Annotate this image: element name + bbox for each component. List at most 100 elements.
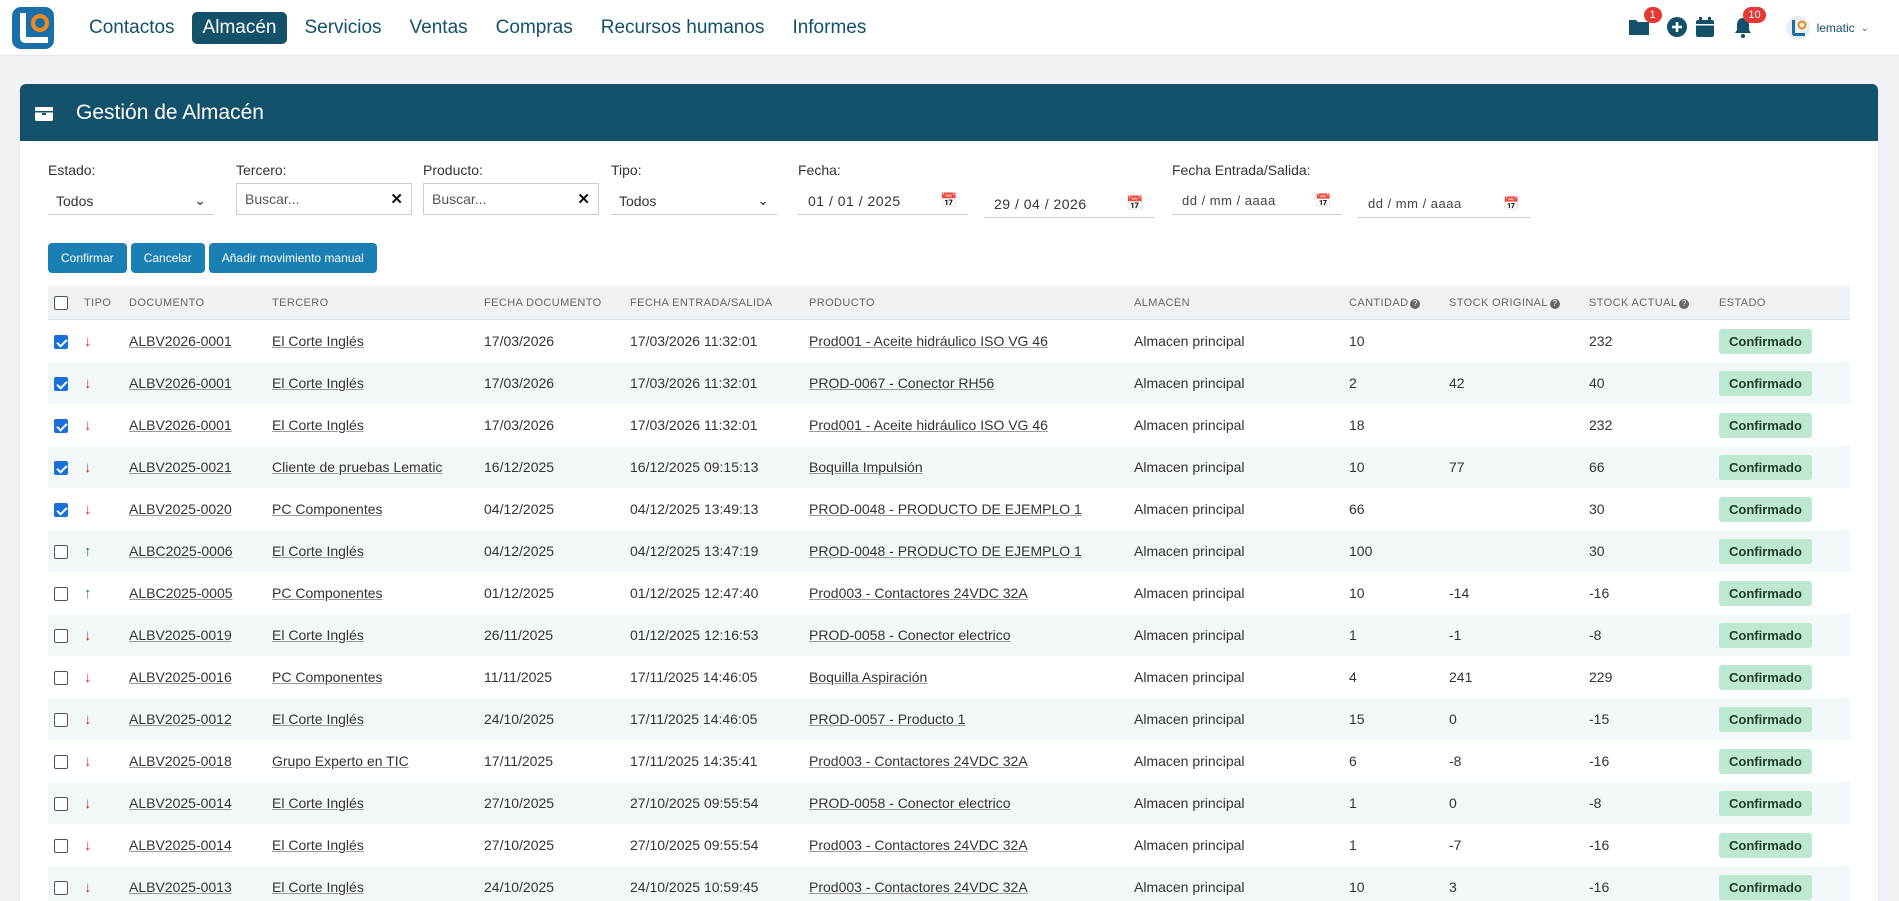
documento-link[interactable]: ALBV2025-0020 [129,501,232,517]
nav-compras[interactable]: Compras [495,17,573,38]
tercero-link[interactable]: El Corte Inglés [272,543,364,559]
estado-select[interactable]: Todos ⌄ [48,187,214,215]
calendar-button[interactable] [1693,15,1719,41]
header-producto[interactable]: PRODUCTO [809,296,875,309]
header-fecha-documento[interactable]: FECHA DOCUMENTO [484,296,602,309]
fecha-es-to-input[interactable]: dd / mm / aaaa 📅 [1358,190,1530,218]
tercero-link[interactable]: El Corte Inglés [272,375,364,391]
tercero-link[interactable]: PC Componentes [272,585,383,601]
documento-link[interactable]: ALBC2025-0005 [129,585,233,601]
producto-link[interactable]: PROD-0058 - Conector electrico [809,627,1011,643]
calendar-icon[interactable]: 📅 [1315,192,1332,208]
producto-link[interactable]: Boquilla Impulsión [809,459,923,475]
header-almacen[interactable]: ALMACÉN [1134,296,1190,309]
row-checkbox[interactable] [54,713,68,728]
header-stock-original[interactable]: STOCK ORIGINAL? [1445,297,1585,309]
producto-link[interactable]: Prod001 - Aceite hidráulico ISO VG 46 [809,417,1048,433]
user-menu[interactable]: lematic ⌄ [1785,15,1869,41]
header-tercero[interactable]: TERCERO [272,296,329,309]
row-checkbox[interactable] [54,503,68,518]
documento-link[interactable]: ALBC2025-0006 [129,543,233,559]
tercero-link[interactable]: El Corte Inglés [272,711,364,727]
table-row[interactable]: ↓ ALBV2025-0016 PC Componentes 11/11/202… [48,656,1850,698]
tercero-link[interactable]: Grupo Experto en TIC [272,753,409,769]
header-stock-actual[interactable]: STOCK ACTUAL? [1585,297,1715,309]
help-icon[interactable]: ? [1679,298,1690,309]
table-row[interactable]: ↓ ALBV2025-0021 Cliente de pruebas Lemat… [48,446,1850,488]
table-row[interactable]: ↓ ALBV2025-0020 PC Componentes 04/12/202… [48,488,1850,530]
table-row[interactable]: ↑ ALBC2025-0006 El Corte Inglés 04/12/20… [48,530,1850,572]
app-logo[interactable] [12,7,54,49]
row-checkbox[interactable] [54,377,68,392]
fecha-es-from-input[interactable]: dd / mm / aaaa 📅 [1172,187,1342,215]
documento-link[interactable]: ALBV2026-0001 [129,333,232,349]
fecha-to-input[interactable]: 29 / 04 / 2026 📅 [984,190,1154,218]
table-row[interactable]: ↓ ALBV2025-0014 El Corte Inglés 27/10/20… [48,824,1850,866]
producto-link[interactable]: PROD-0048 - PRODUCTO DE EJEMPLO 1 [809,501,1082,517]
nav-recursos-humanos[interactable]: Recursos humanos [600,17,765,38]
row-checkbox[interactable] [54,755,68,770]
documento-link[interactable]: ALBV2025-0014 [129,837,232,853]
tercero-link[interactable]: El Corte Inglés [272,795,364,811]
help-icon[interactable]: ? [1549,298,1560,309]
nav-ventas[interactable]: Ventas [409,17,468,38]
help-icon[interactable]: ? [1410,298,1421,309]
nav-informes[interactable]: Informes [792,17,867,38]
fecha-from-input[interactable]: 01 / 01 / 2025 📅 [798,187,968,215]
calendar-icon[interactable]: 📅 [1503,195,1520,211]
header-estado[interactable]: ESTADO [1719,296,1766,309]
documento-link[interactable]: ALBV2025-0012 [129,711,232,727]
table-row[interactable]: ↓ ALBV2026-0001 El Corte Inglés 17/03/20… [48,404,1850,446]
documento-link[interactable]: ALBV2026-0001 [129,417,232,433]
producto-link[interactable]: Boquilla Aspiración [809,669,928,685]
tercero-link[interactable]: El Corte Inglés [272,837,364,853]
row-checkbox[interactable] [54,629,68,644]
producto-link[interactable]: Prod003 - Contactores 24VDC 32A [809,837,1028,853]
documento-link[interactable]: ALBV2025-0018 [129,753,232,769]
clear-tercero-icon[interactable]: ✕ [390,191,403,208]
row-checkbox[interactable] [54,587,68,602]
header-cantidad[interactable]: CANTIDAD? [1345,297,1445,309]
table-row[interactable]: ↓ ALBV2026-0001 El Corte Inglés 17/03/20… [48,320,1850,362]
tipo-select[interactable]: Todos ⌄ [611,187,777,215]
nav-contactos[interactable]: Contactos [89,17,175,38]
header-tipo[interactable]: TIPO [84,296,112,309]
documento-link[interactable]: ALBV2025-0021 [129,459,232,475]
cancel-button[interactable]: Cancelar [130,243,205,273]
producto-link[interactable]: Prod003 - Contactores 24VDC 32A [809,879,1028,895]
row-checkbox[interactable] [54,545,68,560]
calendar-icon[interactable]: 📅 [1126,195,1144,211]
tercero-link[interactable]: PC Componentes [272,669,383,685]
notifications-button[interactable]: 10 [1731,7,1766,41]
table-row[interactable]: ↓ ALBV2026-0001 El Corte Inglés 17/03/20… [48,362,1850,404]
row-checkbox[interactable] [54,419,68,434]
tercero-link[interactable]: El Corte Inglés [272,879,364,895]
table-row[interactable]: ↑ ALBC2025-0005 PC Componentes 01/12/202… [48,572,1850,614]
add-button[interactable] [1665,15,1691,41]
row-checkbox[interactable] [54,335,68,350]
row-checkbox[interactable] [54,797,68,812]
tercero-link[interactable]: PC Componentes [272,501,383,517]
producto-link[interactable]: PROD-0057 - Producto 1 [809,711,966,727]
nav-almacen[interactable]: Almacén [191,12,288,44]
clear-producto-icon[interactable]: ✕ [577,191,590,208]
documento-link[interactable]: ALBV2025-0019 [129,627,232,643]
producto-link[interactable]: Prod003 - Contactores 24VDC 32A [809,753,1028,769]
header-documento[interactable]: DOCUMENTO [129,296,205,309]
table-row[interactable]: ↓ ALBV2025-0012 El Corte Inglés 24/10/20… [48,698,1850,740]
header-fecha-entrada-salida[interactable]: FECHA ENTRADA/SALIDA [630,296,773,309]
add-manual-movement-button[interactable]: Añadir movimiento manual [208,243,377,273]
row-checkbox[interactable] [54,461,68,476]
producto-link[interactable]: Prod001 - Aceite hidráulico ISO VG 46 [809,333,1048,349]
producto-link[interactable]: Prod003 - Contactores 24VDC 32A [809,585,1028,601]
select-all-checkbox[interactable] [54,295,68,310]
table-row[interactable]: ↓ ALBV2025-0013 El Corte Inglés 24/10/20… [48,866,1850,901]
confirm-button[interactable]: Confirmar [48,243,127,273]
documento-link[interactable]: ALBV2025-0016 [129,669,232,685]
tercero-link[interactable]: Cliente de pruebas Lematic [272,459,443,475]
table-row[interactable]: ↓ ALBV2025-0019 El Corte Inglés 26/11/20… [48,614,1850,656]
folder-button[interactable]: 1 [1627,7,1662,41]
row-checkbox[interactable] [54,881,68,896]
documento-link[interactable]: ALBV2026-0001 [129,375,232,391]
table-row[interactable]: ↓ ALBV2025-0018 Grupo Experto en TIC 17/… [48,740,1850,782]
